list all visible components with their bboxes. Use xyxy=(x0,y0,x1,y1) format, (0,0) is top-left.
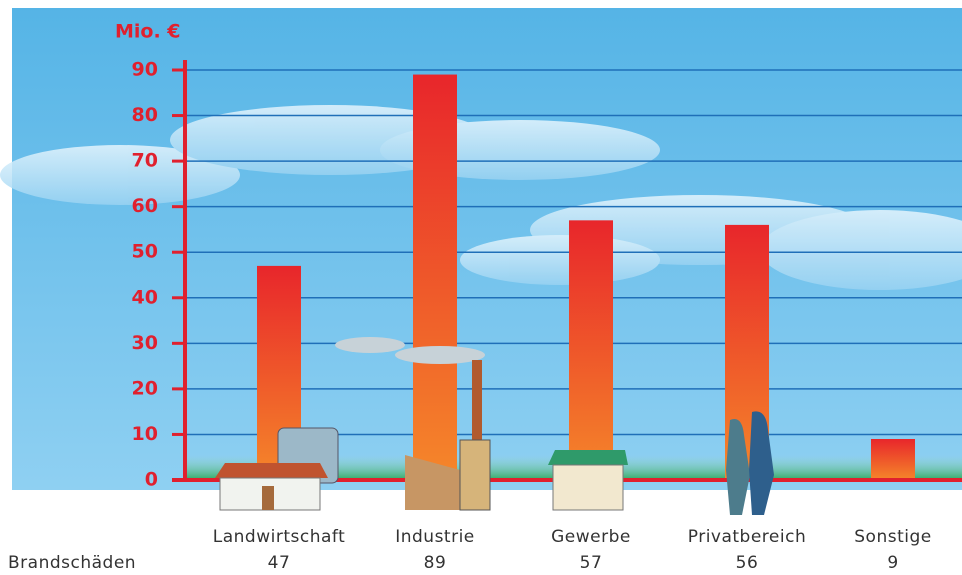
x-tick-label: Landwirtschaft xyxy=(213,527,345,547)
bar xyxy=(413,74,457,481)
value-label: 56 xyxy=(736,553,759,573)
y-tick-label: 30 xyxy=(132,332,158,354)
y-tick-label: 0 xyxy=(145,469,158,491)
bar xyxy=(871,439,915,480)
value-label: 89 xyxy=(424,553,447,573)
x-tick-label: Gewerbe xyxy=(551,527,631,547)
y-axis-label: Mio. € xyxy=(115,21,181,43)
value-label: 57 xyxy=(580,553,603,573)
illustrations xyxy=(215,337,774,515)
y-tick-label: 20 xyxy=(132,377,158,399)
row-label: Brandschäden xyxy=(8,553,136,573)
x-tick-label: Privatbereich xyxy=(688,527,806,547)
y-tick-label: 60 xyxy=(132,195,158,217)
bar xyxy=(569,220,613,481)
y-tick-label: 40 xyxy=(132,286,158,308)
y-tick-label: 70 xyxy=(132,150,158,172)
y-tick-label: 90 xyxy=(132,59,158,81)
y-tick-label: 80 xyxy=(132,104,158,126)
y-tick-label: 50 xyxy=(132,241,158,263)
value-label: 47 xyxy=(268,553,291,573)
value-label: 9 xyxy=(887,553,898,573)
x-tick-label: Industrie xyxy=(395,527,475,547)
x-tick-label: Sonstige xyxy=(854,527,931,547)
y-tick-label: 10 xyxy=(132,423,158,445)
